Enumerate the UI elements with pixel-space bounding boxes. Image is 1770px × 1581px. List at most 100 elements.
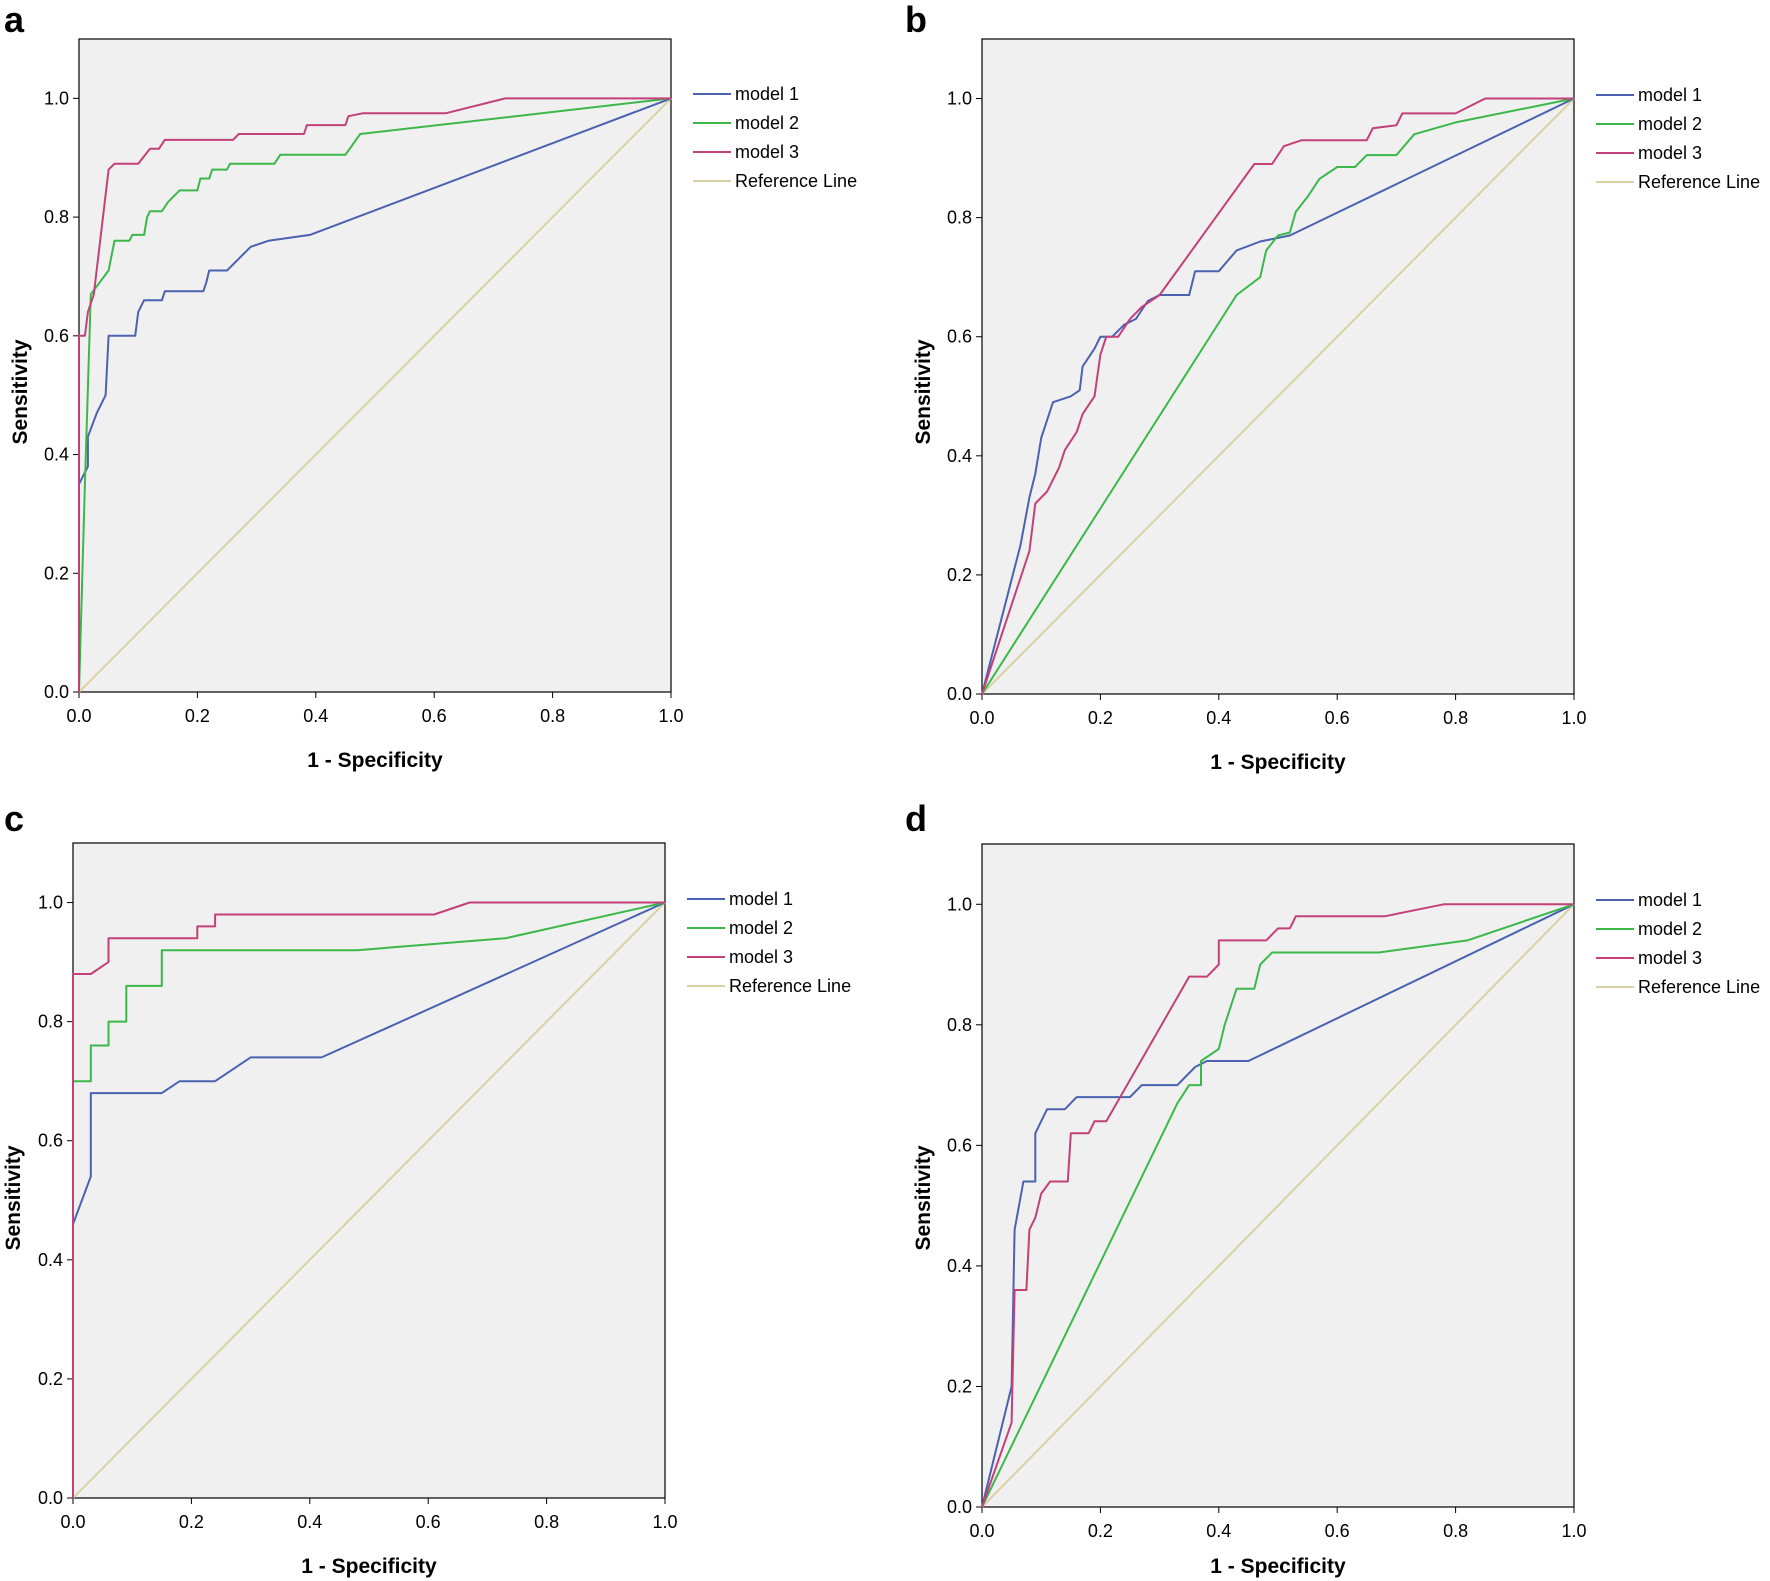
y-tick-label-c-4: 0.8 (38, 1012, 63, 1032)
y-tick-label-b-4: 0.8 (947, 208, 972, 228)
y-tick-label-a-3: 0.6 (44, 326, 69, 346)
legend-d: model 1 model 2 model 3 Reference Line (1596, 890, 1760, 997)
x-tick-label-b-5: 1.0 (1561, 708, 1586, 728)
legend-label-a-model-2: model 2 (735, 113, 799, 133)
curve-b-reference-line (981, 97, 1575, 695)
legend-label-b-model-1: model 1 (1638, 85, 1702, 105)
x-tick-label-d-4: 0.8 (1443, 1521, 1468, 1541)
plot-area-a (78, 38, 672, 693)
x-tick-label-a-0: 0.0 (66, 706, 91, 726)
curve-a-model-3 (78, 97, 671, 692)
curve-c-model-2 (72, 901, 666, 1498)
ticks-b: 0.0 0.2 0.4 0.6 0.8 1.0 0.0 0.2 0.4 0.6 0.8 1.0 (947, 89, 1587, 728)
x-axis-title-b: 1 - Specificity (1210, 751, 1346, 774)
legend-label-d-model-2: model 2 (1638, 919, 1702, 939)
plot-area-d (981, 843, 1575, 1508)
legend-b: model 1 model 2 model 3 Reference Line (1596, 85, 1760, 192)
panel-letter-b: b (905, 0, 927, 40)
panel-a: a 0.0 0.2 0.4 0.6 0.8 1.0 0.0 0.2 0.4 0.6 0.8 1.0 m… (4, 0, 857, 772)
curves-a (78, 97, 672, 693)
curves-c (72, 901, 666, 1499)
x-tick-label-c-2: 0.4 (297, 1512, 322, 1532)
y-tick-label-b-1: 0.2 (947, 565, 972, 585)
y-tick-label-c-0: 0.0 (38, 1488, 63, 1508)
x-tick-label-d-5: 1.0 (1561, 1521, 1586, 1541)
curve-a-reference-line (78, 97, 672, 693)
x-tick-label-a-5: 1.0 (658, 706, 683, 726)
x-tick-label-d-3: 0.6 (1325, 1521, 1350, 1541)
y-tick-label-a-0: 0.0 (44, 682, 69, 702)
legend-a: model 1 model 2 model 3 Reference Line (693, 84, 857, 191)
curve-c-model-1 (72, 901, 666, 1498)
legend-label-b-reference-line: Reference Line (1638, 172, 1760, 192)
y-tick-label-d-1: 0.2 (947, 1376, 972, 1396)
curve-a-model-2 (78, 97, 672, 693)
x-tick-label-c-1: 0.2 (179, 1512, 204, 1532)
y-tick-label-b-3: 0.6 (947, 327, 972, 347)
y-tick-label-c-2: 0.4 (38, 1250, 63, 1270)
y-tick-label-a-2: 0.4 (44, 445, 69, 465)
legend-label-c-model-3: model 3 (729, 947, 793, 967)
y-tick-label-c-1: 0.2 (38, 1369, 63, 1389)
y-tick-label-d-0: 0.0 (947, 1497, 972, 1517)
ticks-c: 0.0 0.2 0.4 0.6 0.8 1.0 0.0 0.2 0.4 0.6 0.8 1.0 (38, 893, 678, 1532)
panel-c: c 0.0 0.2 0.4 0.6 0.8 1.0 0.0 0.2 0.4 0.6 0.8 1.0 m… (2, 798, 851, 1578)
curve-d-model-3 (981, 903, 1574, 1508)
x-tick-label-a-2: 0.4 (303, 706, 328, 726)
curve-d-model-2 (981, 903, 1575, 1508)
y-tick-label-d-5: 1.0 (947, 894, 972, 914)
y-axis-title-a: Sensitivity (9, 339, 32, 444)
ticks-d: 0.0 0.2 0.4 0.6 0.8 1.0 0.0 0.2 0.4 0.6 0.8 1.0 (947, 894, 1587, 1541)
x-tick-label-c-3: 0.6 (416, 1512, 441, 1532)
legend-label-d-model-3: model 3 (1638, 948, 1702, 968)
curves-b (981, 97, 1575, 695)
legend-label-c-reference-line: Reference Line (729, 976, 851, 996)
panel-letter-a: a (4, 0, 25, 40)
curve-a-model-1 (78, 97, 672, 692)
y-tick-label-b-2: 0.4 (947, 446, 972, 466)
y-axis-title-d: Sensitivity (912, 1145, 935, 1250)
x-tick-label-c-5: 1.0 (652, 1512, 677, 1532)
curve-d-reference-line (981, 903, 1575, 1508)
y-axis-title-c: Sensitivity (2, 1145, 25, 1250)
x-tick-label-b-0: 0.0 (969, 708, 994, 728)
legend-label-d-reference-line: Reference Line (1638, 977, 1760, 997)
x-axis-title-d: 1 - Specificity (1210, 1555, 1346, 1578)
legend-label-a-reference-line: Reference Line (735, 171, 857, 191)
x-tick-label-d-2: 0.4 (1206, 1521, 1231, 1541)
x-tick-label-b-4: 0.8 (1443, 708, 1468, 728)
plot-area-c (72, 842, 666, 1499)
x-tick-label-d-0: 0.0 (969, 1521, 994, 1541)
y-tick-label-a-1: 0.2 (44, 563, 69, 583)
x-tick-label-c-0: 0.0 (60, 1512, 85, 1532)
y-tick-label-c-5: 1.0 (38, 893, 63, 913)
panel-b: b 0.0 0.2 0.4 0.6 0.8 1.0 0.0 0.2 0.4 0.6 0.8 1.0 m… (905, 0, 1760, 774)
x-tick-label-a-3: 0.6 (422, 706, 447, 726)
x-tick-label-d-1: 0.2 (1088, 1521, 1113, 1541)
x-axis-title-c: 1 - Specificity (301, 1555, 437, 1578)
y-tick-label-d-3: 0.6 (947, 1135, 972, 1155)
legend-label-c-model-2: model 2 (729, 918, 793, 938)
curve-b-model-3 (981, 97, 1574, 695)
curves-d (981, 903, 1575, 1508)
panel-d: d 0.0 0.2 0.4 0.6 0.8 1.0 0.0 0.2 0.4 0.6 0.8 1.0 m… (905, 798, 1760, 1578)
legend-label-c-model-1: model 1 (729, 889, 793, 909)
curve-c-reference-line (72, 901, 666, 1499)
curve-b-model-2 (981, 97, 1575, 695)
y-tick-label-a-4: 0.8 (44, 207, 69, 227)
legend-label-a-model-3: model 3 (735, 142, 799, 162)
x-tick-label-b-2: 0.4 (1206, 708, 1231, 728)
legend-label-d-model-1: model 1 (1638, 890, 1702, 910)
legend-c: model 1 model 2 model 3 Reference Line (687, 889, 851, 996)
y-axis-title-b: Sensitivity (912, 339, 935, 444)
x-tick-label-a-1: 0.2 (185, 706, 210, 726)
y-tick-label-d-2: 0.4 (947, 1256, 972, 1276)
x-tick-label-c-4: 0.8 (534, 1512, 559, 1532)
plot-area-b (981, 38, 1575, 695)
x-tick-label-b-1: 0.2 (1088, 708, 1113, 728)
y-tick-label-d-4: 0.8 (947, 1015, 972, 1035)
x-axis-title-a: 1 - Specificity (307, 749, 443, 772)
legend-label-b-model-2: model 2 (1638, 114, 1702, 134)
panel-letter-d: d (905, 798, 927, 839)
